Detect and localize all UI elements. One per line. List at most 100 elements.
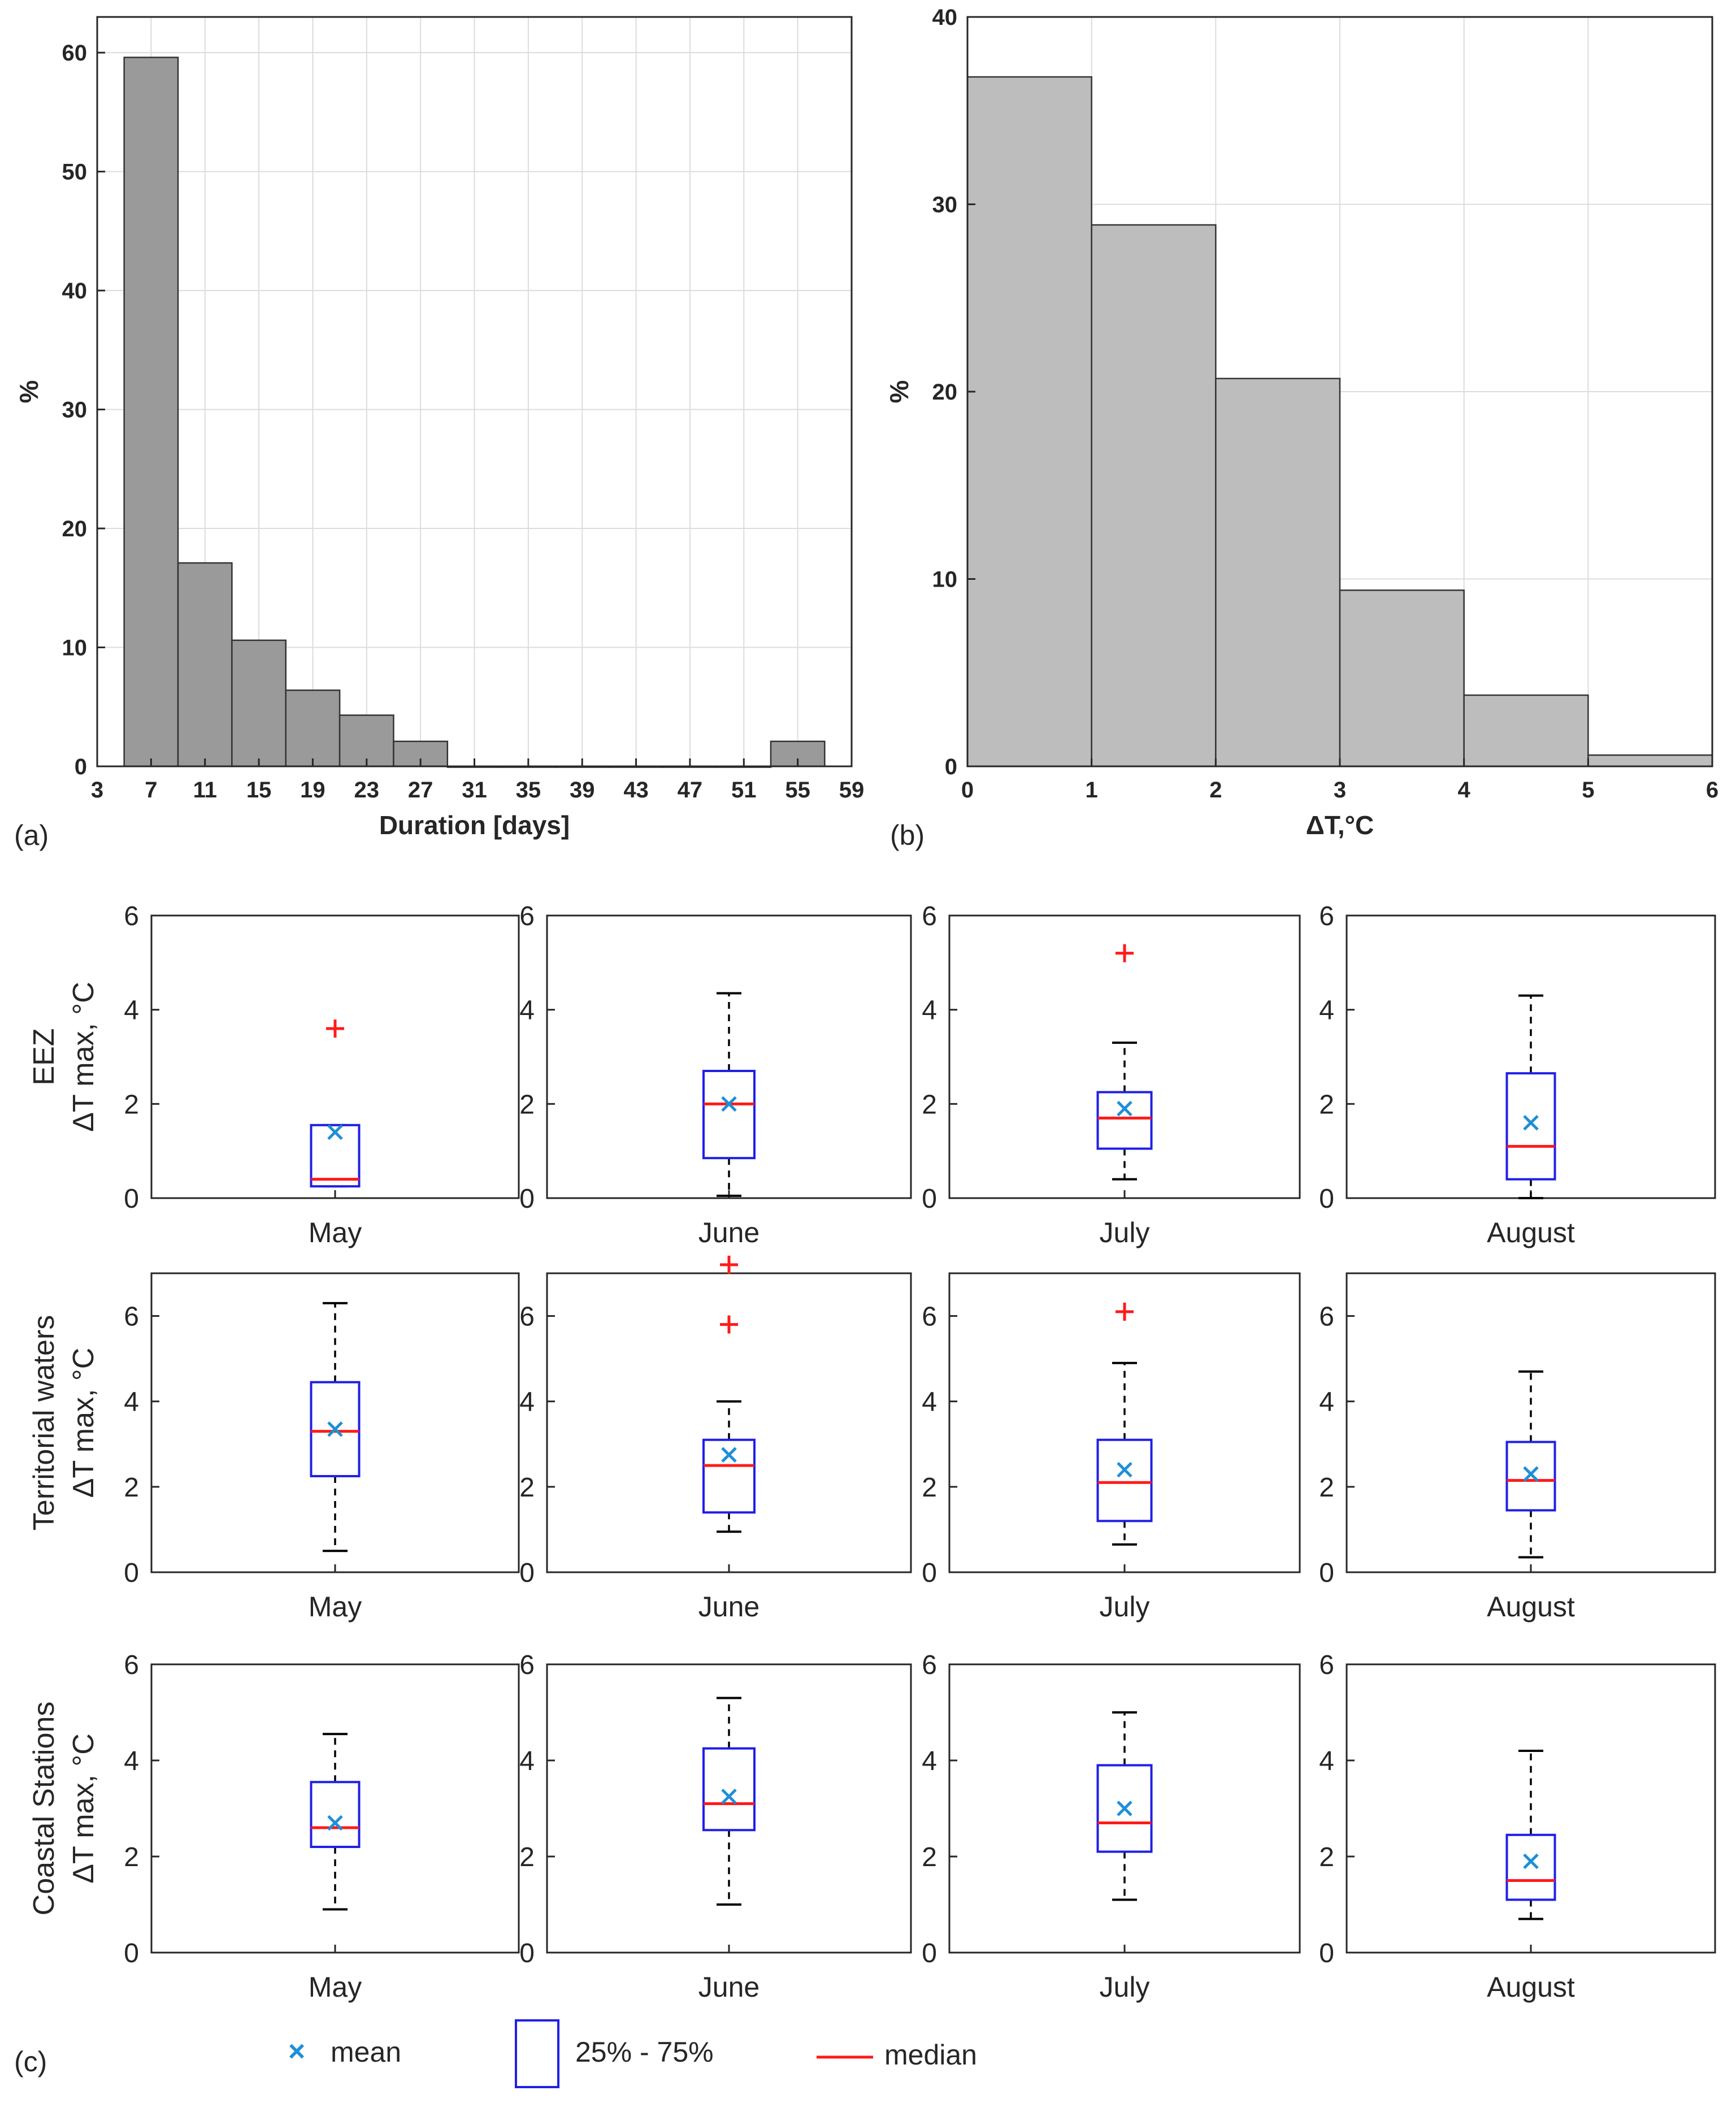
y-tick-label: 10 (932, 567, 958, 592)
y-tick-label: 4 (922, 996, 937, 1026)
delta-t-bar (1091, 224, 1217, 767)
y-tick-label: 40 (62, 279, 88, 303)
legend-box-swatch (515, 2019, 559, 2088)
x-tick-label: 2 (1209, 778, 1222, 803)
boxplot-legend: × mean 25% - 75% median (288, 2019, 977, 2088)
y-tick-label: 2 (124, 1842, 139, 1872)
boxplot-cell: 0 2 4 6 August (1319, 901, 1716, 1248)
duration-bar (177, 562, 233, 767)
y-tick-label: 30 (932, 193, 958, 218)
outlier-marker (326, 1020, 344, 1038)
duration-bar (231, 639, 287, 767)
y-tick-label: 6 (922, 901, 937, 931)
y-tick-label: 6 (124, 1650, 139, 1680)
iqr-box (1505, 1072, 1556, 1181)
legend-mean-label: mean (331, 2036, 401, 2068)
y-tick-label: 6 (519, 901, 535, 931)
y-tick-label: 2 (519, 1842, 535, 1872)
x-tick-label: 59 (839, 778, 865, 803)
month-label: July (1100, 1971, 1150, 2003)
month-label: May (309, 1971, 362, 2003)
boxplot-cell: 0 2 4 6 May (124, 901, 520, 1248)
iqr-box (310, 1781, 361, 1848)
mean-marker (1117, 1461, 1132, 1478)
y-tick-label: 4 (922, 1746, 937, 1776)
y-tick-label: 2 (1319, 1473, 1334, 1503)
panel-label-a: (a) (14, 819, 49, 851)
iqr-box (1505, 1441, 1556, 1512)
y-tick-label: 4 (922, 1387, 937, 1417)
month-label: July (1100, 1217, 1150, 1248)
y-tick-label: 0 (519, 1558, 535, 1588)
y-axis-label: % (14, 380, 44, 404)
y-tick-label: 50 (62, 160, 88, 185)
legend-mean-marker: × (288, 2035, 305, 2068)
boxplot-cell: 0 2 4 6 August (1319, 1272, 1716, 1623)
y-tick-label: 6 (1319, 1302, 1334, 1332)
y-axis-label: % (884, 380, 914, 404)
x-tick-label: 23 (354, 778, 380, 803)
mean-marker (1117, 1100, 1132, 1117)
boxplot-cell: 0 2 4 6 August (1319, 1650, 1716, 2003)
duration-bar (123, 57, 179, 767)
y-tick-label: 4 (519, 996, 535, 1026)
month-label: August (1487, 1591, 1575, 1623)
x-tick-label: 5 (1582, 778, 1594, 803)
mean-marker (1523, 1114, 1539, 1131)
x-tick-label: 6 (1706, 778, 1718, 803)
x-tick-label: 7 (145, 778, 157, 803)
x-tick-label: 43 (623, 778, 649, 803)
y-tick-label: 2 (519, 1473, 535, 1503)
y-tick-label: 0 (922, 1558, 937, 1588)
y-tick-label: 0 (1319, 1558, 1334, 1588)
legend-median-label: median (884, 2039, 977, 2071)
month-label: August (1487, 1217, 1575, 1248)
iqr-box (702, 1070, 756, 1160)
x-tick-label: 1 (1086, 778, 1098, 803)
y-tick-label: 2 (124, 1473, 139, 1503)
duration-bar (285, 689, 341, 767)
outlier-marker (720, 1315, 738, 1334)
y-tick-label: 2 (922, 1842, 937, 1872)
x-tick-label: 4 (1458, 778, 1471, 803)
y-tick-label: 4 (519, 1387, 535, 1417)
month-label: June (698, 1591, 760, 1623)
y-tick-label: 2 (922, 1090, 937, 1120)
boxplot-cell: 0 2 4 6 July (922, 1650, 1301, 2003)
iqr-box (1096, 1091, 1153, 1150)
y-tick-label: 6 (1319, 901, 1334, 931)
month-label: July (1100, 1591, 1150, 1623)
row-label-ylabel: ΔT max, °C (67, 1733, 100, 1883)
y-tick-label: 20 (62, 517, 88, 541)
boxplot-cell: 0 2 4 6 May (124, 1650, 520, 2003)
y-tick-label: 6 (922, 1302, 937, 1332)
y-tick-label: 4 (519, 1746, 535, 1776)
y-tick-label: 4 (124, 1746, 139, 1776)
y-tick-label: 0 (922, 1184, 937, 1214)
histogram-duration: 3 7 11 15 19 23 27 31 35 39 43 47 51 55 59 0 10 20 30 40 50 6… (14, 16, 865, 840)
outlier-marker (1116, 1303, 1134, 1321)
y-tick-label: 4 (124, 1387, 139, 1417)
y-tick-label: 6 (519, 1650, 535, 1680)
boxplot-cell: 0 2 4 6 May (124, 1272, 520, 1623)
row-label-ylabel: ΔT max, °C (67, 1348, 100, 1498)
delta-t-bar (1339, 589, 1465, 767)
y-tick-label: 2 (922, 1473, 937, 1503)
y-tick-label: 0 (1319, 1184, 1334, 1214)
x-axis-label: Duration [days] (379, 810, 570, 840)
mean-marker (327, 1421, 343, 1437)
x-tick-label: 51 (731, 778, 757, 803)
iqr-box (1096, 1438, 1153, 1523)
y-tick-label: 0 (124, 1938, 139, 1968)
x-tick-label: 19 (300, 778, 326, 803)
y-tick-label: 0 (124, 1558, 139, 1588)
histogram-delta-t: 0 1 2 3 4 5 6 0 10 20 30 40 ΔT,°C% (884, 5, 1718, 840)
y-tick-label: 6 (124, 1302, 139, 1332)
x-tick-label: 27 (408, 778, 433, 803)
mean-marker (1523, 1466, 1539, 1482)
y-tick-label: 4 (1319, 996, 1334, 1026)
boxplot-cell: 0 2 4 6 June (519, 901, 912, 1248)
